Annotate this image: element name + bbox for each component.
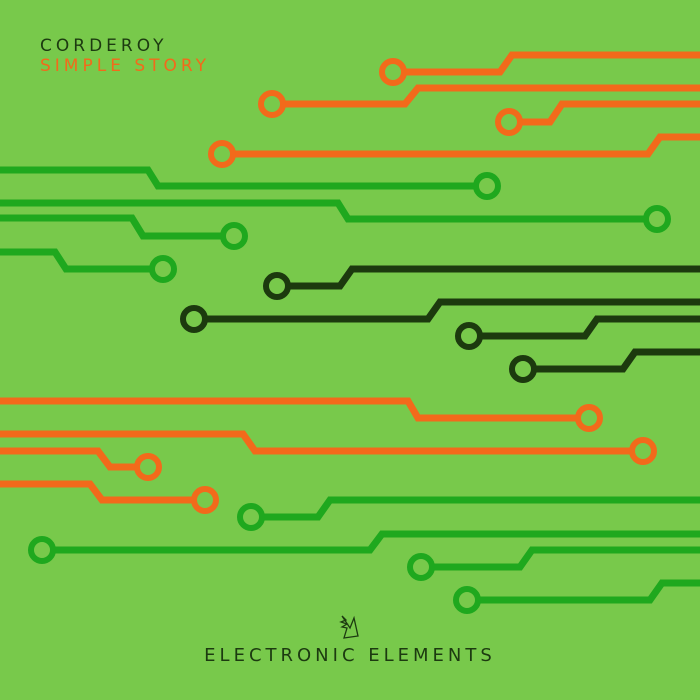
trace-line [53, 530, 700, 554]
trace-node [258, 90, 286, 118]
trace-node [220, 222, 248, 250]
circuit-trace [0, 480, 219, 514]
trace-node [191, 486, 219, 514]
trace-line [283, 84, 700, 108]
trace-node [208, 140, 236, 168]
circuit-trace [0, 447, 162, 481]
trace-node [629, 437, 657, 465]
circuit-trace [453, 579, 700, 614]
artist-name: CORDEROY [40, 36, 168, 56]
trace-node [149, 255, 177, 283]
circuit-trace [407, 546, 700, 581]
trace-line [0, 214, 223, 240]
trace-node [495, 108, 523, 136]
circuit-trace [0, 430, 657, 465]
circuit-trace [0, 397, 603, 432]
circuit-trace [379, 51, 700, 86]
trace-line [0, 199, 646, 223]
trace-node [180, 305, 208, 333]
circuit-trace [495, 100, 700, 136]
circuit-trace [0, 214, 248, 250]
trace-line [233, 133, 700, 158]
trace-line [432, 546, 700, 571]
trace-line [288, 265, 700, 290]
trace-line [0, 166, 476, 190]
trace-node [509, 355, 537, 383]
circuit-trace [28, 530, 700, 564]
circuit-trace [455, 315, 700, 350]
trace-node [453, 586, 481, 614]
armada-wing-logo-icon [339, 615, 359, 639]
trace-line [262, 496, 700, 521]
release-title: SIMPLE STORY [40, 56, 211, 76]
trace-node [263, 272, 291, 300]
trace-node [28, 536, 56, 564]
trace-line [404, 51, 700, 76]
record-label-name: ELECTRONIC ELEMENTS [204, 645, 496, 666]
trace-line [520, 100, 700, 126]
circuit-trace [0, 199, 671, 233]
circuit-trace [509, 348, 700, 383]
circuit-trace [237, 496, 700, 531]
trace-node [237, 503, 265, 531]
trace-node [379, 58, 407, 86]
trace-node [134, 453, 162, 481]
circuit-trace [0, 248, 177, 283]
circuit-trace [180, 298, 700, 333]
trace-node [407, 553, 435, 581]
trace-node [455, 322, 483, 350]
trace-line [0, 430, 632, 455]
trace-line [205, 298, 700, 323]
trace-line [478, 579, 700, 604]
trace-node [473, 172, 501, 200]
circuit-trace [0, 166, 501, 200]
trace-line [0, 248, 152, 273]
trace-line [534, 348, 700, 373]
trace-line [0, 447, 137, 471]
circuit-trace [208, 133, 700, 168]
trace-node [575, 404, 603, 432]
trace-line [0, 480, 194, 504]
trace-node [643, 205, 671, 233]
trace-line [480, 315, 700, 340]
circuit-trace [263, 265, 700, 300]
circuit-trace [258, 84, 700, 118]
trace-line [0, 397, 578, 422]
